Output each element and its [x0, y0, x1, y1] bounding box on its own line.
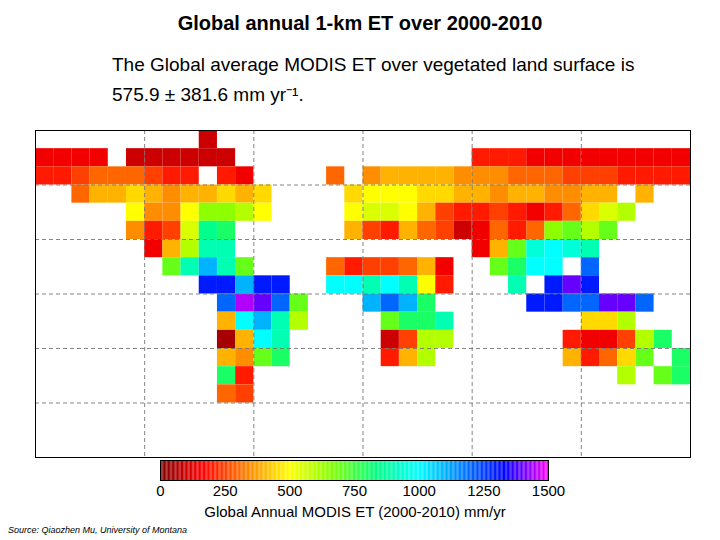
html-text:Global annual 1-km ET over 200: Global annual 1-km ET over 2000-2010: [177, 12, 543, 34]
svg-text:500: 500: [277, 482, 302, 499]
svg-text:0: 0: [156, 482, 164, 499]
svg-text:1000: 1000: [402, 482, 435, 499]
svg-text:250: 250: [213, 482, 238, 499]
svg-text:1250: 1250: [467, 482, 500, 499]
html-text:The Global average MODIS ET ov: The Global average MODIS ET over vegetat…: [112, 54, 635, 105]
svg-text:1500: 1500: [532, 482, 565, 499]
html-text:Source: Qiaozhen Mu, Universit: Source: Qiaozhen Mu, University of Monta…: [8, 525, 188, 535]
svg-text:750: 750: [342, 482, 367, 499]
html-text:Global Annual MODIS ET (2000-2: Global Annual MODIS ET (2000-2010) mm/yr: [204, 503, 506, 520]
